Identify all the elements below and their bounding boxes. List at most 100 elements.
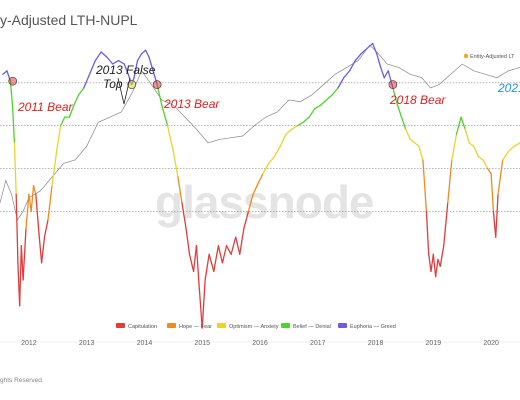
nupl-segment [434,258,439,278]
nupl-segment [443,202,449,247]
annotation-label: 2013 False [95,63,156,77]
nupl-segment [256,173,264,187]
nupl-segment [140,49,147,55]
nupl-segment [400,116,407,130]
nupl-segment [325,94,333,101]
nupl-segment [47,185,53,221]
nupl-segment [239,227,245,255]
nupl-segment [247,193,254,213]
nupl-segment [296,121,304,127]
top-legend-label: Entity-Adjusted LT [470,54,515,60]
nupl-segment [144,49,150,58]
event-markers [8,76,398,105]
nupl-segment [360,47,368,55]
price-line [0,44,520,221]
copyright-footer: ghts Reserved. [0,377,44,384]
nupl-segment [314,104,322,110]
nupl-segment [447,159,453,204]
watermark: glassnode [155,176,374,228]
nupl-segment [123,63,129,75]
zone-legend-swatch [167,323,176,328]
nupl-segment [383,70,389,79]
nupl-segment [468,142,475,147]
nupl-segment [22,227,27,281]
nupl-segment [100,51,108,58]
nupl-segment [148,56,154,72]
nupl-segment [32,185,37,195]
nupl-segment [409,138,416,144]
nupl-segment [320,99,328,106]
nupl-segment [451,133,458,161]
nupl-segment [208,253,215,273]
nupl-segment [161,104,169,127]
nupl-segment [285,128,293,135]
nupl-segment [38,236,43,264]
nupl-segment [198,287,203,329]
nupl-segment [230,236,237,255]
nupl-segment [439,245,445,267]
nupl-segment [68,104,75,118]
nupl-segment [43,219,49,238]
x-tick-label: 2015 [194,340,210,347]
nupl-segment [243,210,250,230]
nupl-segment [366,42,374,50]
nupl-segment [221,245,228,264]
zone-legend-label: Optimism — Anxiety [229,324,279,330]
nupl-segment [482,159,489,170]
nupl-segment [507,145,515,153]
nupl-segment [418,145,424,161]
nupl-segment [15,193,19,264]
nupl-segment [497,159,504,195]
zone-legend-label: Hope — Fear [179,324,212,330]
zone-legend[interactable]: Capitulation Hope — Fear Optimism — Anxiet… [116,323,396,330]
x-tick-label: 2019 [426,340,442,347]
nupl-segment [414,142,420,147]
nupl-segment [25,193,30,230]
nupl-segment [9,80,14,110]
nupl-segment [30,185,35,213]
nupl-segment [106,56,114,65]
nupl-segment [302,116,310,123]
x-tick-label: 2017 [310,340,326,347]
x-tick-label: 2013 [79,340,95,347]
zone-legend-label: Belief — Denial [293,324,331,330]
nupl-segment [428,253,432,273]
nupl-segment [513,142,520,147]
nupl-segment [262,162,270,175]
x-tick-label: 2018 [368,340,384,347]
nupl-segment [279,133,287,147]
nupl-segment [404,128,411,141]
nupl-segment [354,53,362,62]
nupl-segment [177,176,183,204]
top-legend[interactable]: Entity-Adjusted LT [463,53,515,60]
grid-lines [0,82,520,343]
price-series [0,44,520,221]
nupl-segment [376,53,381,67]
nupl-segment [166,125,174,153]
x-tick-label: 2016 [252,340,268,347]
annotation-label: 2018 Bear [389,93,446,107]
event-marker [127,80,137,89]
chart-title: y-Adjusted LTH-NUPL [0,12,138,28]
nupl-segment [473,145,480,158]
nupl-segment [455,116,462,135]
nupl-segment [502,150,510,161]
nupl-segment [425,210,430,255]
nupl-segment [201,279,206,329]
nupl-segment [188,253,195,273]
nupl-segment [51,150,58,187]
nupl-segment [486,167,492,175]
nupl-segment [217,245,224,264]
zone-legend-label: Euphoria — Greed [350,324,396,330]
x-tick-label: 2020 [483,340,499,347]
nupl-segment [331,87,339,96]
zone-legend-swatch [338,323,347,328]
event-marker [388,80,398,89]
x-tick-label: 2014 [137,340,153,347]
zone-legend-label: Capitulation [128,324,157,330]
event-marker [152,80,162,89]
nupl-segment [13,142,17,195]
nupl-segment [133,59,139,79]
nupl-segment [460,116,466,130]
